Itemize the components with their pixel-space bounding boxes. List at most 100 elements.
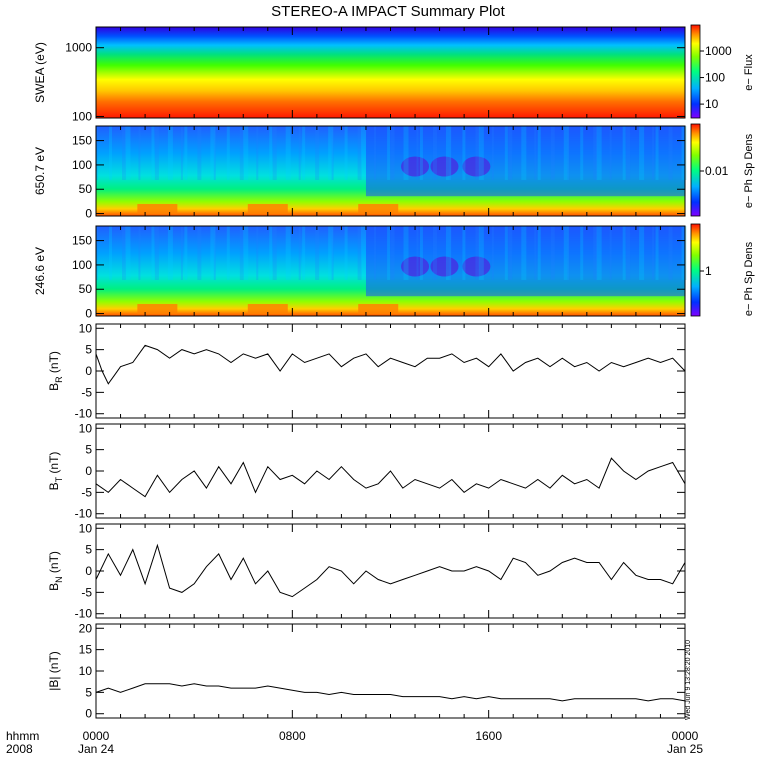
pad650-stripe xyxy=(567,126,570,180)
bt-ytick-label-1: -5 xyxy=(81,485,92,499)
pad650-stripe xyxy=(298,126,301,180)
pad650-stripe xyxy=(416,126,419,180)
pad650-stripe xyxy=(622,126,626,180)
pad246-stripe xyxy=(154,226,159,280)
br-ytick-label-0: -10 xyxy=(75,407,93,421)
br-ylabel: BR (nT) xyxy=(47,351,64,391)
pad246-stripe xyxy=(109,226,113,280)
br-ytick-label-3: 5 xyxy=(85,343,92,357)
pad650-cbar-tick-label-0: 0.01 xyxy=(705,164,729,178)
pad650-stripe xyxy=(285,126,291,180)
pad650-stripe xyxy=(357,126,362,180)
pad246-stripe xyxy=(357,226,362,280)
pad246-stripe xyxy=(580,226,584,280)
pad650-stripe xyxy=(504,126,508,180)
pad650-dip xyxy=(401,156,430,177)
pad246-stripe xyxy=(668,226,673,280)
pad246-stripe xyxy=(563,226,569,280)
pad650-ytick-label-0: 0 xyxy=(85,207,92,221)
pad650-stripe xyxy=(122,126,127,180)
pad650-stripe xyxy=(272,126,277,180)
pad246-stripe xyxy=(151,226,155,280)
pad246-stripe xyxy=(197,226,202,280)
pad650-stripe xyxy=(609,126,612,180)
pad650-stripe xyxy=(184,126,188,180)
swea-heatmap xyxy=(96,27,685,118)
pad246-stripe xyxy=(419,226,423,280)
bt-series-line xyxy=(95,457,686,498)
pad650-stripe xyxy=(167,126,173,180)
pad246-ytick-label-2: 100 xyxy=(72,258,92,272)
pad650-ylabel: 650.7 eV xyxy=(33,147,47,195)
pad246-stripe xyxy=(125,226,131,280)
bn-ytick-label-4: 10 xyxy=(79,521,93,535)
bmag-series-line xyxy=(95,683,686,702)
pad650-stripe xyxy=(521,126,527,180)
bt-ylabel: BT (nT) xyxy=(47,452,64,491)
pad650-ytick-label-2: 100 xyxy=(72,158,92,172)
bn-frame xyxy=(95,523,686,619)
pad246-stripe xyxy=(344,226,348,280)
pad650-stripe xyxy=(151,126,155,180)
pad246-stripe xyxy=(504,226,508,280)
swea-ytick-label-1: 1000 xyxy=(65,41,92,55)
pad246-stripe xyxy=(567,226,570,280)
pad246-stripe xyxy=(243,226,249,280)
pad650-stripe xyxy=(125,126,131,180)
pad246-stripe xyxy=(184,226,188,280)
pad246-stripe xyxy=(390,226,395,280)
pad650-cbar-label: e− Ph Sp Dens xyxy=(743,133,755,208)
bmag-ytick-label-0: 0 xyxy=(85,707,92,721)
br-panel: -10 -5 0 5 10 BR (nT) xyxy=(47,321,686,421)
pad246-stripe xyxy=(374,226,377,280)
bt-ytick-label-0: -10 xyxy=(75,507,93,521)
pad246-stripe xyxy=(449,226,452,280)
pad246-stripe xyxy=(138,226,141,280)
corner-label-hhmm: hhmm xyxy=(6,729,39,743)
pad650-stripe xyxy=(419,126,423,180)
plot-title: STEREO-A IMPACT Summary Plot xyxy=(271,3,505,20)
swea-cbar-tick-label-0: 10 xyxy=(705,97,719,111)
pad650-stripe xyxy=(508,126,513,180)
pad650-ytick-label-3: 150 xyxy=(72,134,92,148)
pad246-cbar-tick-label-0: 1 xyxy=(705,264,712,278)
br-frame xyxy=(95,323,686,419)
pad246-ytick-label-0: 0 xyxy=(85,307,92,321)
br-ytick-label-2: 0 xyxy=(85,364,92,378)
bn-ytick-label-1: -5 xyxy=(81,585,92,599)
pad246-stripe xyxy=(298,226,301,280)
bn-ylabel: BN (nT) xyxy=(47,551,64,591)
pad650-stripe xyxy=(387,126,391,180)
pad650-stripe xyxy=(432,126,437,180)
pad246-panel: 0 50 100 150 1 e− Ph Sp Dens xyxy=(72,223,755,321)
pad246-stripe xyxy=(226,226,230,280)
br-series-line xyxy=(95,344,686,385)
pad246-stripe xyxy=(534,226,537,280)
pad650-stripe xyxy=(226,126,230,180)
pad246-stripe xyxy=(622,226,626,280)
pad650-stripe xyxy=(328,126,334,180)
pad246-stripe xyxy=(681,226,687,280)
pad650-stripe xyxy=(180,126,183,180)
pad650-stripe xyxy=(138,126,141,180)
bn-ytick-label-2: 0 xyxy=(85,564,92,578)
pad246-stripe xyxy=(445,226,451,280)
pad246-ylabel: 246.6 eV xyxy=(33,247,47,295)
pad246-stripe xyxy=(652,226,655,280)
pad246-stripe xyxy=(210,226,216,280)
pad246-stripe xyxy=(361,226,367,280)
pad650-stripe xyxy=(652,126,655,180)
pad246-stripe xyxy=(239,226,244,280)
bn-series-line xyxy=(95,543,686,598)
bt-ytick-label-3: 5 xyxy=(85,443,92,457)
pad246-stripe xyxy=(508,226,513,280)
pad246-stripe xyxy=(96,226,98,280)
pad246-dip xyxy=(430,256,459,277)
pad246-stripe xyxy=(387,226,391,280)
pad650-stripe xyxy=(626,126,631,180)
pad650-stripe xyxy=(668,126,673,180)
pad246-stripe xyxy=(269,226,273,280)
pad650-stripe xyxy=(154,126,159,180)
pad650-stripe xyxy=(478,126,484,180)
